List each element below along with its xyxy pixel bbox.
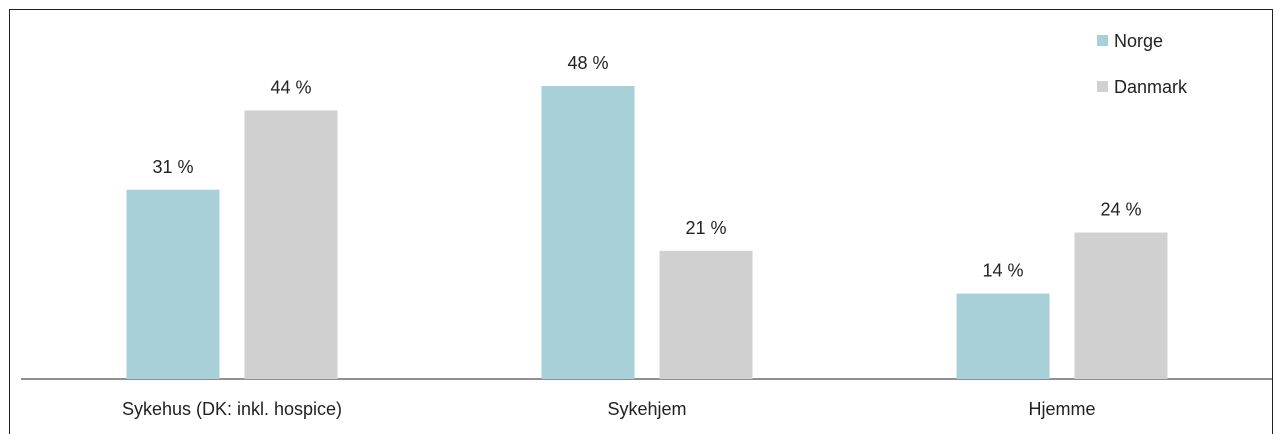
- bar-norge-1: [541, 86, 635, 379]
- data-label-danmark-0: 44 %: [270, 77, 311, 97]
- chart-frame: [9, 9, 1273, 434]
- category-label-2: Hjemme: [1028, 399, 1095, 419]
- bar-norge-2: [956, 293, 1050, 379]
- legend-swatch-norge: [1097, 35, 1108, 46]
- bar-danmark-1: [659, 250, 753, 379]
- data-label-norge-1: 48 %: [567, 53, 608, 73]
- legend-label-danmark: Danmark: [1114, 77, 1188, 97]
- data-label-danmark-1: 21 %: [685, 218, 726, 238]
- category-label-0: Sykehus (DK: inkl. hospice): [122, 399, 342, 419]
- bar-danmark-0: [244, 110, 338, 380]
- legend-swatch-danmark: [1097, 81, 1108, 92]
- bar-norge-0: [126, 189, 220, 379]
- data-label-norge-0: 31 %: [152, 157, 193, 177]
- legend-label-norge: Norge: [1114, 31, 1163, 51]
- bar-danmark-2: [1074, 232, 1168, 379]
- category-label-1: Sykehjem: [607, 399, 686, 419]
- data-label-danmark-2: 24 %: [1100, 200, 1141, 220]
- data-label-norge-2: 14 %: [982, 261, 1023, 281]
